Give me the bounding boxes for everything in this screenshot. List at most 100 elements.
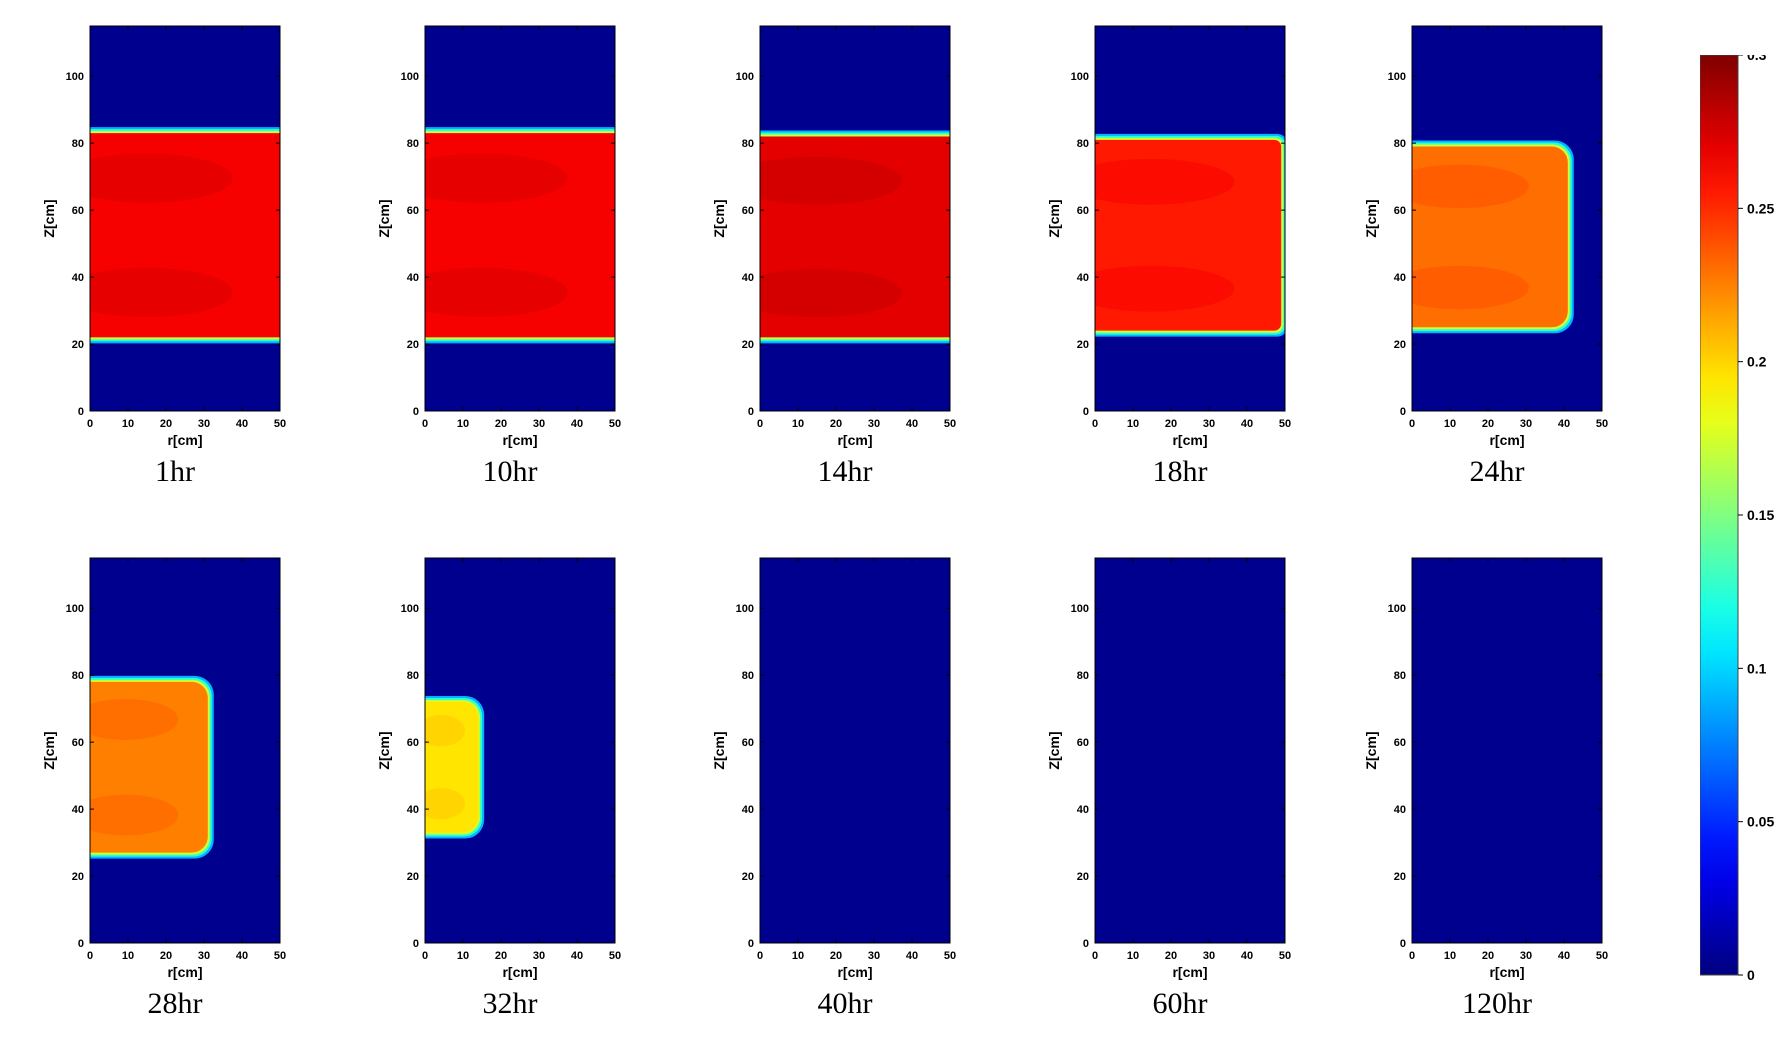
y-axis-label: Z[cm] (41, 731, 57, 769)
heatmap-plot: 0 10 20 30 40 50 0 20 40 60 80 100 r[cm] Z[cm] (41, 557, 286, 980)
x-tick-label: 0 (757, 418, 763, 430)
x-tick-label: 20 (1165, 418, 1177, 430)
heatmap-lobe (425, 788, 465, 820)
axes-frame (89, 557, 281, 944)
y-tick-label: 20 (407, 871, 419, 883)
axes-frame (89, 25, 281, 412)
y-tick-label: 0 (748, 938, 754, 950)
axes-frame (1094, 25, 1286, 412)
x-tick-label: 50 (1279, 950, 1291, 962)
axes-frame (424, 25, 616, 412)
y-axis-label: Z[cm] (1046, 199, 1062, 237)
heatmap-plot: 0 10 20 30 40 50 0 20 40 60 80 100 r[cm] Z[cm] (1046, 25, 1291, 448)
time-label: 18hr (1152, 455, 1208, 488)
y-tick-label: 100 (736, 603, 754, 615)
x-axis-label: r[cm] (1172, 964, 1207, 980)
y-tick-label: 100 (1388, 603, 1406, 615)
y-tick-label: 100 (1071, 71, 1089, 83)
heatmap-background (1412, 558, 1602, 943)
x-tick-label: 20 (830, 950, 842, 962)
x-axis-label: r[cm] (1489, 432, 1524, 448)
time-label: 10hr (482, 455, 538, 488)
heatmap-panel: 0 10 20 30 40 50 0 20 40 60 80 100 r[cm] Z[cm] 14hr (700, 25, 1000, 488)
time-label: 24hr (1469, 455, 1525, 488)
y-tick-label: 0 (78, 406, 84, 418)
heatmap-lobe (1095, 158, 1235, 205)
y-tick-label: 20 (742, 339, 754, 351)
x-tick-label: 0 (87, 418, 93, 430)
y-axis-label: Z[cm] (1363, 731, 1379, 769)
x-tick-label: 30 (1203, 950, 1215, 962)
x-axis-label: r[cm] (167, 964, 202, 980)
y-tick-label: 0 (1083, 406, 1089, 418)
x-tick-label: 0 (87, 950, 93, 962)
y-tick-label: 40 (407, 272, 419, 284)
x-tick-label: 0 (1092, 418, 1098, 430)
y-tick-label: 60 (72, 205, 84, 217)
x-tick-label: 50 (274, 418, 286, 430)
y-axis-label: Z[cm] (41, 199, 57, 237)
y-tick-label: 0 (1083, 938, 1089, 950)
axes-frame (424, 557, 616, 944)
heatmap-background (760, 558, 950, 943)
y-tick-label: 60 (72, 737, 84, 749)
heatmap-panel: 0 10 20 30 40 50 0 20 40 60 80 100 r[cm] Z[cm] 60hr (1035, 557, 1335, 1020)
heatmap-panel: 0 10 20 30 40 50 0 20 40 60 80 100 r[cm] Z[cm] 24hr (1352, 25, 1652, 488)
heatmap-lobe (90, 153, 233, 203)
colorbar-tick-label: 0.15 (1747, 507, 1774, 523)
axes-frame (1411, 557, 1603, 944)
x-tick-label: 40 (571, 950, 583, 962)
y-tick-label: 80 (742, 670, 754, 682)
y-tick-label: 100 (401, 603, 419, 615)
x-tick-label: 0 (422, 950, 428, 962)
y-axis-label: Z[cm] (711, 199, 727, 237)
heatmap-lobe (90, 698, 179, 740)
heatmap-lobe (1095, 265, 1235, 312)
x-tick-label: 10 (1444, 418, 1456, 430)
heatmap-lobe (425, 267, 568, 317)
x-tick-label: 30 (1520, 418, 1532, 430)
time-label: 14hr (817, 455, 873, 488)
y-tick-label: 60 (1394, 737, 1406, 749)
x-tick-label: 50 (1279, 418, 1291, 430)
y-tick-label: 40 (1394, 804, 1406, 816)
axes-frame (1094, 557, 1286, 944)
colorbar-gradient (1700, 55, 1739, 976)
x-tick-label: 20 (1165, 950, 1177, 962)
y-tick-label: 40 (1077, 804, 1089, 816)
y-tick-label: 20 (72, 339, 84, 351)
y-tick-label: 20 (407, 339, 419, 351)
y-tick-label: 80 (1394, 670, 1406, 682)
y-tick-label: 20 (1077, 871, 1089, 883)
x-tick-label: 30 (198, 418, 210, 430)
y-axis-label: Z[cm] (711, 731, 727, 769)
y-tick-label: 20 (1394, 339, 1406, 351)
x-tick-label: 0 (1092, 950, 1098, 962)
heatmap-plot: 0 10 20 30 40 50 0 20 40 60 80 100 r[cm] Z[cm] (376, 25, 621, 448)
y-tick-label: 100 (401, 71, 419, 83)
y-tick-label: 100 (1071, 603, 1089, 615)
y-tick-label: 0 (1400, 938, 1406, 950)
x-tick-label: 30 (1520, 950, 1532, 962)
x-tick-label: 20 (495, 950, 507, 962)
x-tick-label: 0 (1409, 418, 1415, 430)
x-tick-label: 30 (868, 418, 880, 430)
heatmap-plot: 0 10 20 30 40 50 0 20 40 60 80 100 r[cm] Z[cm] (711, 25, 956, 448)
x-tick-label: 40 (1558, 418, 1570, 430)
heatmap-lobe (425, 715, 465, 747)
y-tick-label: 80 (1077, 670, 1089, 682)
x-tick-label: 40 (1558, 950, 1570, 962)
colorbar-tick-label: 0 (1747, 967, 1755, 983)
heatmap-background (1095, 558, 1285, 943)
x-tick-label: 50 (609, 418, 621, 430)
x-axis-label: r[cm] (502, 432, 537, 448)
y-tick-label: 40 (1394, 272, 1406, 284)
y-tick-label: 0 (748, 406, 754, 418)
heatmap-plot: 0 10 20 30 40 50 0 20 40 60 80 100 r[cm] Z[cm] (1046, 557, 1291, 980)
y-tick-label: 60 (1077, 205, 1089, 217)
x-tick-label: 0 (422, 418, 428, 430)
x-tick-label: 50 (1596, 418, 1608, 430)
colorbar-tick-label: 0.1 (1747, 660, 1767, 676)
y-tick-label: 0 (1400, 406, 1406, 418)
y-tick-label: 60 (407, 205, 419, 217)
